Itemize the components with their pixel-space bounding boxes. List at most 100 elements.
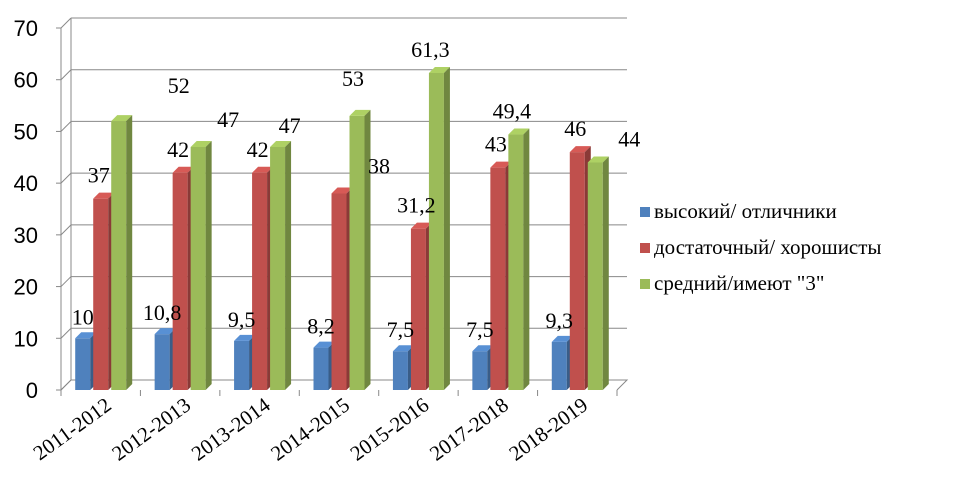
gridline-side <box>60 172 72 184</box>
x-tick-label: 2014-2015 <box>266 393 354 466</box>
bar-top <box>392 345 414 352</box>
data-labels: 10 37 52 10,8 42 47 9,5 42 47 8,2 38 53 7,5 31,2 61,3 7… <box>72 37 641 342</box>
data-label: 10 <box>72 304 94 329</box>
bar-side <box>602 156 609 390</box>
data-label: 49,4 <box>493 99 532 124</box>
bar-front <box>270 146 286 390</box>
bar <box>410 222 432 390</box>
bar-front <box>234 340 250 390</box>
data-label: 43 <box>485 132 507 157</box>
data-label: 61,3 <box>411 37 450 62</box>
bar <box>234 334 256 390</box>
data-label: 44 <box>618 126 640 151</box>
bar-front <box>392 351 408 390</box>
bar <box>93 192 115 390</box>
bar-top <box>172 166 194 173</box>
y-axis-ticks: 0 10 20 30 40 50 60 70 <box>14 16 38 403</box>
x-tick-label: 2011-2012 <box>29 393 116 465</box>
bar-front <box>252 172 268 390</box>
bar <box>172 166 194 390</box>
bar-front <box>569 152 585 390</box>
bar <box>508 128 530 390</box>
gridline-side <box>60 224 72 236</box>
bar-side <box>523 128 530 390</box>
gridline-side <box>60 379 72 391</box>
bar-front <box>190 146 206 390</box>
data-label: 46 <box>564 116 586 141</box>
bar-front <box>587 162 603 390</box>
legend-swatch <box>640 279 650 289</box>
bar-top <box>190 140 212 147</box>
x-tick-label: 2017-2018 <box>425 393 513 466</box>
bar-front <box>172 172 188 390</box>
bars <box>75 66 609 391</box>
data-label: 9,3 <box>546 308 574 333</box>
legend-label: достаточный/ хорошисты <box>654 235 882 259</box>
data-label: 38 <box>368 153 390 178</box>
bar-front <box>551 341 567 390</box>
bar-top <box>551 335 573 342</box>
bar-front <box>349 115 365 391</box>
bar-front <box>472 351 488 390</box>
y-tick-label: 70 <box>14 16 38 41</box>
data-label: 7,5 <box>387 317 415 342</box>
bar <box>587 156 609 390</box>
bar-side <box>443 66 450 391</box>
bar-top <box>587 156 609 163</box>
bar-front <box>93 198 109 390</box>
bar-top <box>270 140 292 147</box>
x-axis-ticks: 2011-20122012-20132013-20142014-20152015… <box>29 392 593 465</box>
data-label: 8,2 <box>307 314 335 339</box>
bar-side <box>364 109 371 391</box>
bar <box>252 166 274 390</box>
bar-top <box>313 341 335 348</box>
bar-top <box>331 187 353 194</box>
data-label: 53 <box>342 66 364 91</box>
gridline-side <box>60 69 72 81</box>
legend-swatch <box>640 207 650 217</box>
bar <box>551 335 573 390</box>
x-tick-label: 2013-2014 <box>187 392 275 465</box>
bar-top <box>428 66 450 73</box>
y-tick-label: 20 <box>14 275 38 300</box>
bar <box>270 140 292 390</box>
data-label: 9,5 <box>228 307 256 332</box>
bar-front <box>490 167 506 390</box>
data-label: 10,8 <box>143 300 182 325</box>
bar <box>190 140 212 390</box>
data-label: 47 <box>217 107 239 132</box>
bar <box>313 341 335 390</box>
legend-swatch <box>640 243 650 253</box>
bar <box>569 146 591 390</box>
bar-top <box>472 345 494 352</box>
bar <box>472 345 494 390</box>
bar-front <box>75 338 91 390</box>
x-tick-label: 2012-2013 <box>107 393 195 466</box>
gridline-side <box>60 327 72 339</box>
bar-top <box>75 332 97 339</box>
bar-top <box>111 115 133 122</box>
bar <box>331 187 353 390</box>
bar-top <box>154 328 176 335</box>
bar-top <box>349 109 371 116</box>
legend-label: средний/имеют "3" <box>654 271 824 295</box>
bar-top <box>508 128 530 135</box>
y-tick-label: 50 <box>14 119 38 144</box>
gridline-side <box>60 17 72 29</box>
data-label: 7,5 <box>466 317 494 342</box>
bar-top <box>93 192 115 199</box>
legend: высокий/ отличники достаточный/ хорошисты… <box>640 199 882 295</box>
data-label: 37 <box>88 163 110 188</box>
bar-top <box>490 161 512 168</box>
bar <box>111 115 133 390</box>
x-tick-label: 2015-2016 <box>346 393 434 466</box>
bar-front <box>313 347 329 390</box>
data-label: 52 <box>168 73 190 98</box>
bar <box>349 109 371 391</box>
y-tick-label: 0 <box>26 378 38 403</box>
legend-label: высокий/ отличники <box>654 199 837 223</box>
bar-side <box>126 115 133 390</box>
bar <box>428 66 450 391</box>
data-label: 31,2 <box>397 193 436 218</box>
